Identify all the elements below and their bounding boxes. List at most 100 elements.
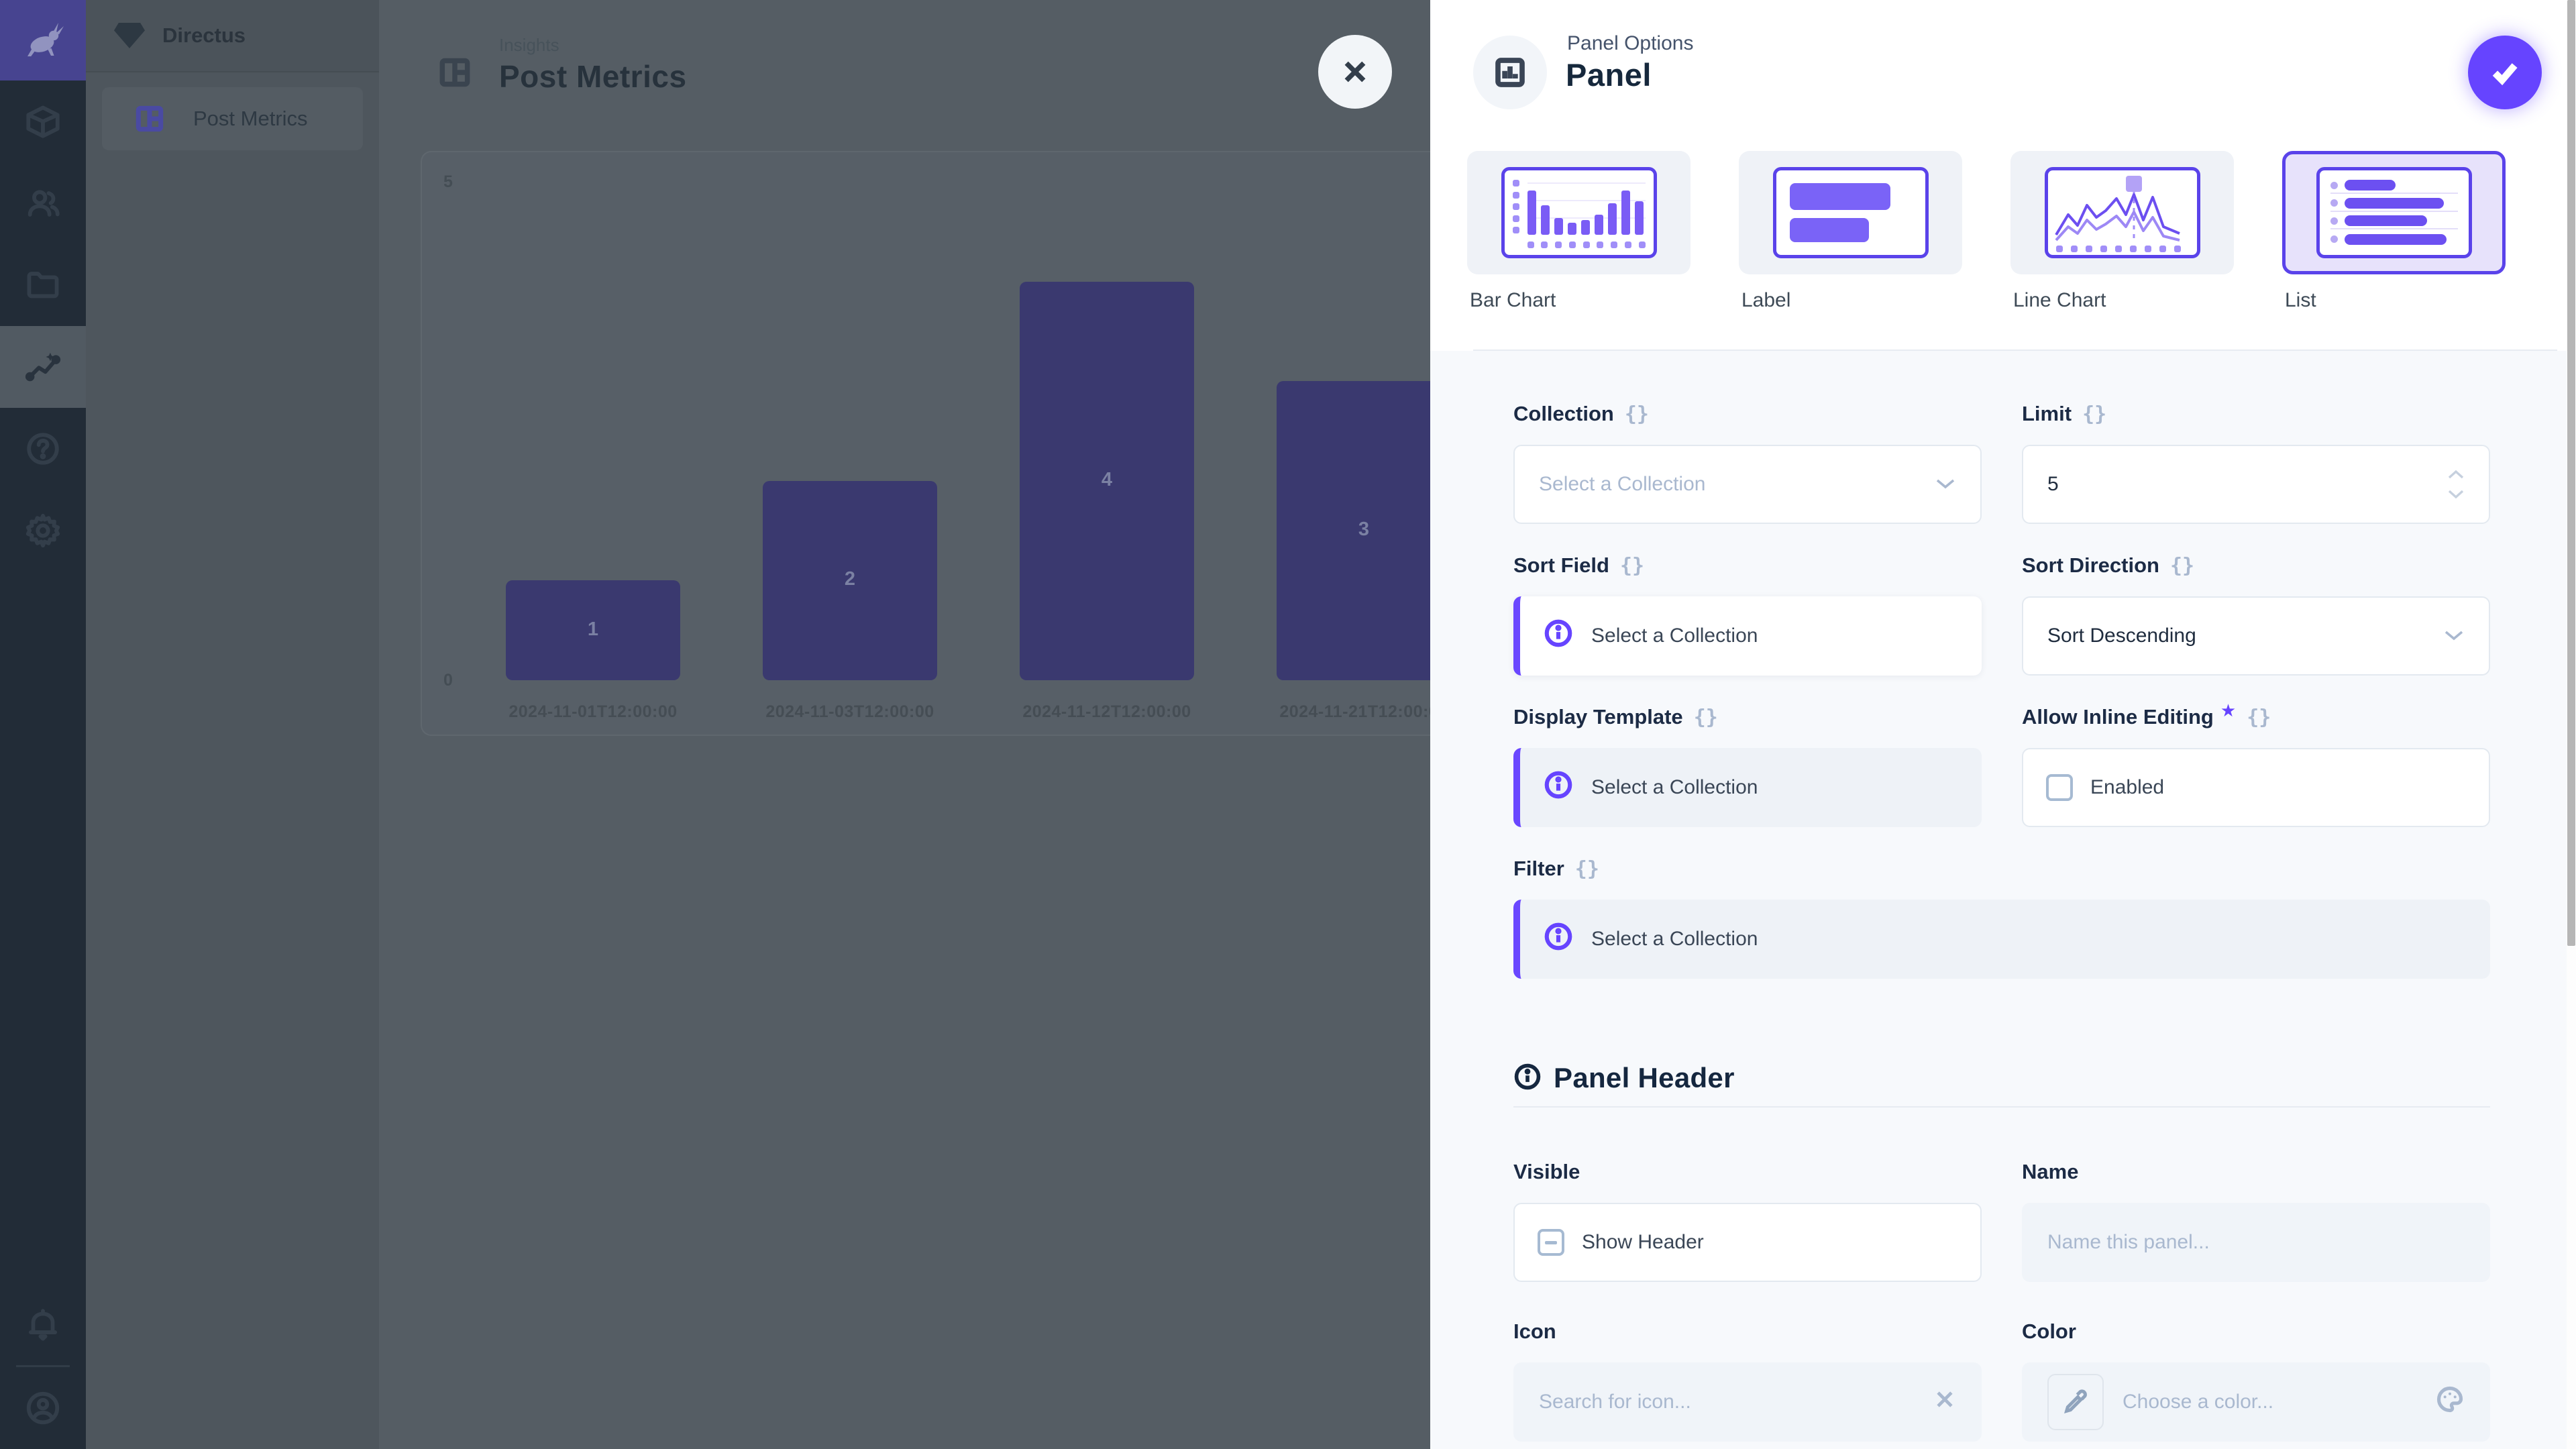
info-icon (1543, 618, 1574, 654)
required-mark: ★ (2220, 700, 2237, 720)
close-fullscreen-button[interactable] (1318, 35, 1392, 109)
collection-label: Collection{} (1513, 402, 1649, 426)
drawer-icon-button[interactable] (1473, 36, 1547, 109)
panel-type-label-card[interactable]: Label (1739, 151, 1962, 312)
drawer-title: Panel (1566, 57, 1652, 93)
module-users[interactable] (0, 162, 86, 244)
chart-bar[interactable] (506, 580, 680, 680)
icon-label: Icon (1513, 1320, 1556, 1343)
dashboard-icon (136, 105, 164, 132)
mini-axis-dot (1568, 241, 1576, 248)
mini-bar (1527, 191, 1536, 235)
directus-logo[interactable] (0, 0, 86, 80)
panel-type-card-label[interactable] (1739, 151, 1962, 274)
icon-text-input[interactable] (1539, 1391, 1933, 1413)
name-text-input[interactable] (2047, 1231, 2465, 1254)
bell-icon (28, 1309, 58, 1341)
panel-type-card-bar-chart[interactable] (1467, 151, 1690, 274)
chevron-down-icon (2443, 625, 2465, 647)
mini-axis-dot (1512, 203, 1519, 210)
icon-search-input[interactable] (1513, 1362, 1982, 1442)
mini-bar (1540, 205, 1550, 235)
panel-options-drawer: Panel Options Panel Bar Chart Label (1430, 0, 2576, 1449)
panel-type-list[interactable]: List (2282, 151, 2506, 312)
eyedropper-button[interactable] (2047, 1374, 2104, 1430)
show-header-checkbox[interactable]: Show Header (1513, 1203, 1982, 1282)
mini-list-dot (2330, 181, 2338, 189)
sort-direction-label: Sort Direction{} (2022, 553, 2195, 578)
notifications-button[interactable] (0, 1283, 86, 1365)
panel-name-input[interactable] (2022, 1203, 2490, 1282)
chevron-down-icon (2448, 490, 2464, 499)
raw-value-icon[interactable]: {} (2169, 553, 2195, 578)
page-header: Insights Post Metrics (436, 35, 687, 95)
panel-type-label: List (2285, 289, 2316, 311)
info-icon (1543, 921, 1574, 957)
panel-type-line-chart[interactable]: Line Chart (2010, 151, 2234, 312)
raw-value-icon[interactable]: {} (2082, 402, 2107, 426)
info-icon (1543, 769, 1574, 806)
project-chooser[interactable]: Directus (86, 0, 379, 72)
breadcrumb[interactable]: Insights (499, 35, 559, 55)
raw-value-icon[interactable]: {} (1693, 705, 1718, 729)
account-button[interactable] (0, 1367, 86, 1449)
panel-type-bar-chart[interactable]: Bar Chart (1467, 151, 1690, 312)
mini-bar (1634, 201, 1644, 235)
close-icon (1344, 61, 1366, 83)
chart-bar[interactable] (1020, 281, 1194, 680)
y-axis-tick: 5 (443, 172, 453, 191)
raw-value-icon[interactable]: {} (2247, 705, 2271, 729)
x-axis-label: 2024-11-01T12:00:00 (508, 702, 678, 721)
module-content[interactable] (0, 80, 86, 162)
line-chart-illustration (2044, 167, 2200, 258)
mini-list-row (2330, 231, 2458, 248)
raw-value-icon[interactable]: {} (1624, 402, 1649, 426)
module-help[interactable] (0, 408, 86, 490)
page-title: Post Metrics (499, 59, 687, 94)
sort-field-notice: Select a Collection (1513, 596, 1982, 676)
panel-type-selector: Bar Chart Label (1467, 151, 2506, 312)
drawer-divider (1473, 350, 2557, 351)
color-text-input[interactable] (2123, 1391, 2435, 1413)
account-icon (26, 1391, 60, 1425)
chart-bar[interactable] (1277, 381, 1451, 680)
mini-bar (1594, 214, 1603, 235)
panel-type-card-list[interactable] (2282, 151, 2506, 274)
allow-inline-editing-label: Allow Inline Editing ★{} (2022, 700, 2271, 729)
bar-value-label: 3 (1358, 519, 1370, 541)
number-stepper[interactable] (2447, 470, 2465, 499)
sidebar-item-label: Post Metrics (193, 107, 308, 130)
palette-icon[interactable] (2435, 1385, 2465, 1419)
collection-select[interactable]: Select a Collection (1513, 445, 1982, 524)
mini-axis-dot (1512, 227, 1519, 233)
clear-icon[interactable] (1933, 1388, 1956, 1416)
eyedropper-icon (2064, 1389, 2087, 1413)
navigation-sidebar: Directus Post Metrics (86, 0, 379, 1449)
allow-inline-editing-checkbox[interactable]: Enabled (2022, 748, 2490, 827)
box-icon (26, 105, 60, 138)
visible-label: Visible (1513, 1160, 1580, 1183)
display-template-label: Display Template{} (1513, 705, 1718, 729)
chart-bar[interactable] (763, 480, 937, 680)
drawer-scrollbar[interactable] (2567, 0, 2576, 1449)
color-picker-input[interactable] (2022, 1362, 2490, 1442)
checkbox-indeterminate-icon (1538, 1229, 1564, 1256)
mini-bar (1567, 222, 1576, 235)
module-insights[interactable] (0, 326, 86, 408)
sort-field-label: Sort Field{} (1513, 553, 1645, 578)
raw-value-icon[interactable]: {} (1574, 857, 1599, 881)
save-button[interactable] (2468, 36, 2542, 109)
sort-direction-select[interactable]: Sort Descending (2022, 596, 2490, 676)
panel-type-card-line-chart[interactable] (2010, 151, 2234, 274)
scrollbar-thumb[interactable] (2567, 0, 2575, 946)
bar-value-label: 2 (844, 568, 856, 590)
mini-axis-dot (1512, 215, 1519, 222)
module-files[interactable] (0, 244, 86, 326)
limit-input[interactable]: 5 (2022, 445, 2490, 524)
sidebar-item-post-metrics[interactable]: Post Metrics (102, 87, 363, 150)
module-settings[interactable] (0, 490, 86, 572)
help-icon (27, 433, 59, 465)
raw-value-icon[interactable]: {} (1619, 553, 1645, 578)
mini-axis-dot (1555, 241, 1562, 248)
mini-bar (1607, 203, 1617, 235)
